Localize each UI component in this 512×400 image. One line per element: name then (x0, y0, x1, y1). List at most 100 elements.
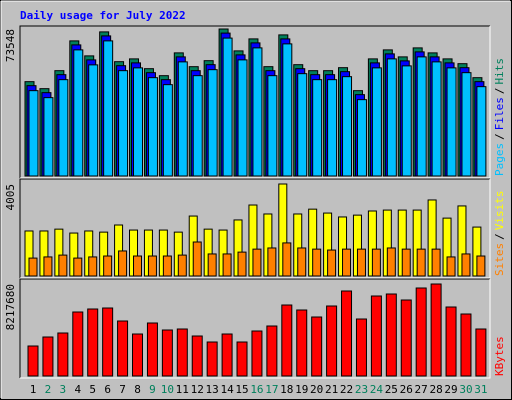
x-tick-label: 27 (415, 383, 428, 396)
bar (73, 49, 84, 177)
bar (192, 75, 203, 177)
bar (88, 64, 99, 177)
bar (312, 248, 322, 277)
bar (296, 309, 308, 377)
bar (460, 313, 472, 377)
bar (326, 305, 338, 377)
bar (475, 328, 487, 377)
bar (73, 257, 83, 277)
bar (400, 299, 412, 377)
bar (356, 99, 367, 177)
bar (430, 283, 442, 377)
x-tick-label: 22 (340, 383, 353, 396)
bar (371, 67, 382, 177)
bar (102, 307, 114, 377)
x-tick-label: 2 (45, 383, 52, 396)
x-tick-label: 7 (119, 383, 126, 396)
x-tick-label: 11 (176, 383, 189, 396)
bar (58, 79, 69, 177)
bar (266, 325, 278, 377)
bar (72, 311, 84, 377)
x-tick-label: 5 (89, 383, 96, 396)
bar (416, 56, 427, 177)
bar (191, 335, 203, 377)
x-tick-label: 4 (74, 383, 81, 396)
legend: Sites / Visits (493, 191, 506, 277)
bar (385, 293, 397, 377)
bar (371, 248, 381, 277)
bar (327, 79, 338, 177)
bar (221, 333, 233, 377)
bar (27, 345, 39, 377)
x-tick-label: 25 (385, 383, 398, 396)
bar (28, 257, 38, 277)
y-tick-label: 73548 (4, 29, 17, 62)
bar (207, 253, 217, 277)
bar (370, 295, 382, 377)
bar (176, 328, 188, 377)
bar (386, 247, 396, 277)
bar (282, 43, 293, 177)
bar (43, 256, 53, 277)
bar (252, 248, 262, 277)
legend-entry: KBytes (493, 336, 506, 376)
bar (103, 40, 114, 177)
x-tick-label: 29 (444, 383, 457, 396)
bar (446, 256, 456, 277)
panel-bevel (20, 26, 491, 179)
bar (251, 330, 263, 377)
bar (386, 58, 397, 177)
legend-separator: / (493, 88, 506, 95)
bar (57, 332, 69, 377)
x-tick-label: 20 (310, 383, 323, 396)
bar (267, 247, 277, 277)
x-tick-label: 17 (265, 383, 278, 396)
bar (297, 73, 308, 177)
panel-bevel (20, 279, 491, 379)
bar (401, 65, 412, 177)
x-tick-label: 31 (474, 383, 487, 396)
x-tick-label: 8 (134, 383, 141, 396)
panel-bevel (20, 179, 491, 279)
legend-separator: / (493, 233, 506, 240)
bar (476, 86, 487, 177)
x-tick-label: 16 (250, 383, 263, 396)
y-tick-label: 8217680 (4, 284, 17, 330)
bar (28, 90, 39, 177)
panel-bevel (19, 25, 490, 178)
bar (461, 72, 472, 177)
bar (147, 255, 157, 277)
legend: Pages / Files / Hits (493, 58, 506, 176)
bar (162, 84, 173, 177)
bar (206, 341, 218, 377)
bar (445, 306, 457, 377)
x-tick-label: 24 (370, 383, 384, 396)
x-tick-label: 6 (104, 383, 111, 396)
legend: KBytes (493, 336, 506, 376)
x-tick-label: 19 (295, 383, 308, 396)
bar (43, 97, 54, 177)
bar (118, 250, 128, 277)
bar (252, 47, 263, 177)
bar (58, 254, 68, 277)
bar (297, 247, 307, 277)
bar (431, 248, 441, 277)
bar (146, 322, 158, 377)
bar (446, 67, 457, 177)
bar (281, 304, 293, 377)
legend-entry: Visits (493, 191, 506, 231)
x-tick-label: 21 (325, 383, 338, 396)
bar (341, 290, 353, 377)
x-tick-label: 3 (60, 383, 67, 396)
x-tick-label: 26 (400, 383, 413, 396)
bar (147, 77, 158, 177)
bar (87, 308, 99, 377)
bar (416, 248, 426, 277)
bar (222, 253, 232, 277)
bar (461, 253, 471, 277)
bar (415, 287, 427, 377)
bar (311, 316, 323, 377)
bar (177, 61, 188, 177)
bar (103, 255, 113, 277)
